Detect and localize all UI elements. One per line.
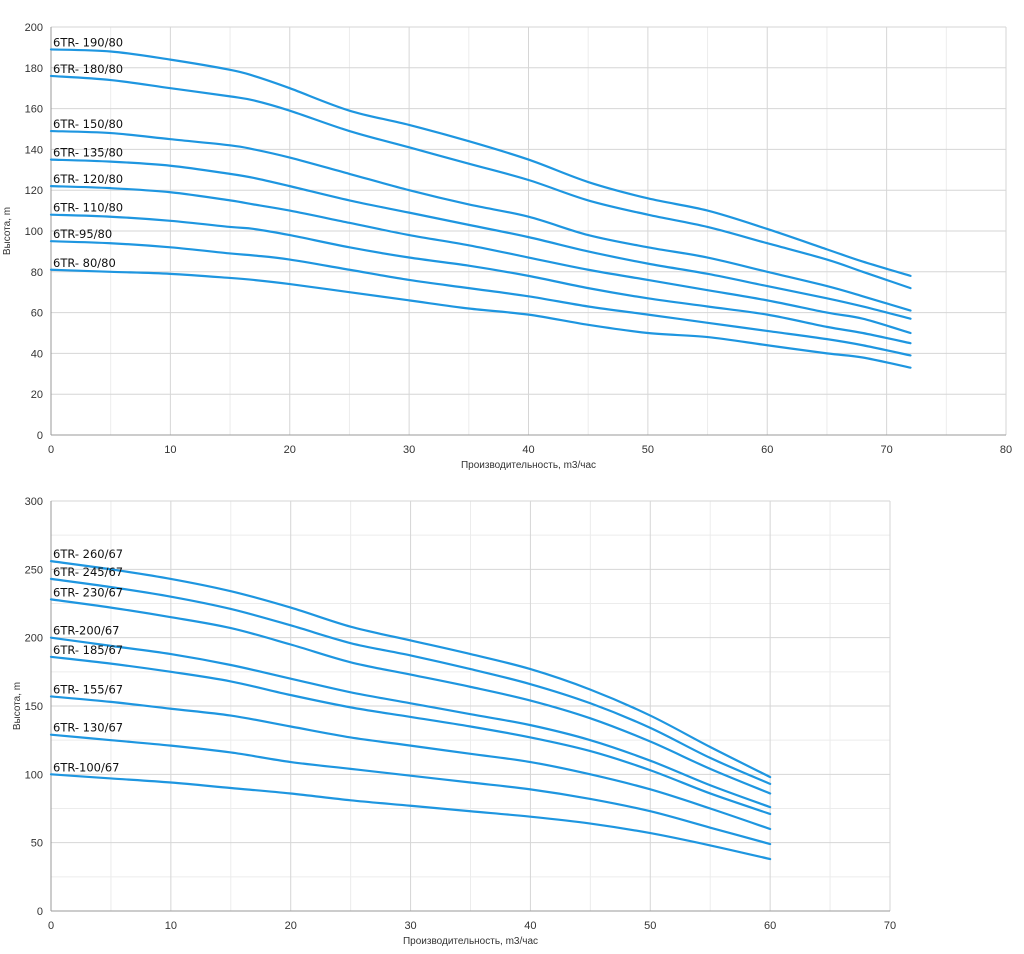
series-line bbox=[49, 560, 772, 779]
series-label: 6TR- 190/80 bbox=[53, 35, 123, 49]
series-line bbox=[49, 773, 772, 861]
x-tick-label: 40 bbox=[524, 920, 536, 932]
series-line bbox=[49, 213, 912, 345]
x-axis-label: Производительность, m3/час bbox=[461, 460, 596, 471]
y-tick-label: 140 bbox=[25, 144, 43, 156]
y-tick-label: 200 bbox=[25, 633, 43, 645]
chart-2: 0 10 20 30 40 50 60 70 0 50 100 150 200 250 300 Произво… bbox=[12, 496, 896, 947]
series-line bbox=[49, 268, 912, 369]
y-tick-label: 80 bbox=[31, 267, 43, 279]
y-tick-label: 100 bbox=[25, 226, 43, 238]
y-tick-label: 60 bbox=[31, 308, 43, 320]
series-line bbox=[49, 48, 912, 277]
x-tick-label: 0 bbox=[48, 920, 54, 932]
series-label: 6TR- 180/80 bbox=[53, 62, 123, 76]
series-line bbox=[49, 240, 912, 357]
x-axis-label: Производительность, m3/час bbox=[403, 936, 538, 947]
x-tick-label: 30 bbox=[403, 444, 415, 456]
series-label: 6TR-200/67 bbox=[53, 624, 119, 638]
x-tick-label: 20 bbox=[284, 444, 296, 456]
y-tick-label: 40 bbox=[31, 348, 43, 360]
x-tick-label: 50 bbox=[642, 444, 654, 456]
y-axis-label: Высота, m bbox=[2, 207, 13, 255]
x-tick-label: 80 bbox=[1000, 444, 1012, 456]
y-tick-label: 120 bbox=[25, 185, 43, 197]
y-tick-label: 200 bbox=[25, 22, 43, 34]
x-tick-label: 60 bbox=[761, 444, 773, 456]
series-line bbox=[49, 74, 912, 290]
x-tick-label: 40 bbox=[522, 444, 534, 456]
series-label: 6TR- 245/67 bbox=[53, 565, 123, 579]
x-tick-label: 70 bbox=[881, 444, 893, 456]
series-line bbox=[49, 598, 772, 795]
series-label: 6TR- 80/80 bbox=[53, 256, 116, 270]
series-line bbox=[49, 158, 912, 320]
series-label: 6TR-95/80 bbox=[53, 227, 112, 241]
series-line bbox=[49, 655, 772, 816]
series-label: 6TR- 135/80 bbox=[53, 146, 123, 160]
y-tick-label: 50 bbox=[31, 838, 43, 850]
y-tick-label: 180 bbox=[25, 63, 43, 75]
series-label: 6TR- 130/67 bbox=[53, 721, 123, 735]
x-tick-label: 50 bbox=[644, 920, 656, 932]
y-tick-label: 20 bbox=[31, 389, 43, 401]
series-line bbox=[49, 185, 912, 335]
series-line bbox=[49, 733, 772, 846]
series-label: 6TR- 155/67 bbox=[53, 682, 123, 696]
series-label: 6TR-100/67 bbox=[53, 760, 119, 774]
x-tick-label: 30 bbox=[404, 920, 416, 932]
y-axis-label: Высота, m bbox=[12, 682, 23, 730]
x-tick-label: 0 bbox=[48, 444, 54, 456]
chart-1: 0 10 20 30 40 50 60 70 80 0 20 40 60 80 100 120 140 160 18… bbox=[2, 22, 1012, 471]
series-label: 6TR- 120/80 bbox=[53, 172, 123, 186]
y-tick-label: 0 bbox=[37, 906, 43, 918]
x-tick-label: 60 bbox=[764, 920, 776, 932]
series-label: 6TR- 150/80 bbox=[53, 117, 123, 131]
series-label: 6TR- 185/67 bbox=[53, 643, 123, 657]
y-tick-label: 300 bbox=[25, 496, 43, 508]
series-label: 6TR- 110/80 bbox=[53, 201, 123, 215]
x-tick-label: 10 bbox=[165, 920, 177, 932]
series-line bbox=[49, 129, 912, 312]
y-tick-label: 160 bbox=[25, 104, 43, 116]
series-label: 6TR- 230/67 bbox=[53, 585, 123, 599]
y-tick-label: 0 bbox=[37, 430, 43, 442]
series-line bbox=[49, 695, 772, 831]
series-line bbox=[49, 636, 772, 809]
series-line bbox=[49, 577, 772, 785]
x-tick-label: 70 bbox=[884, 920, 896, 932]
x-tick-label: 20 bbox=[285, 920, 297, 932]
series-label: 6TR- 260/67 bbox=[53, 547, 123, 561]
y-tick-label: 150 bbox=[25, 701, 43, 713]
y-tick-label: 100 bbox=[25, 769, 43, 781]
x-tick-label: 10 bbox=[164, 444, 176, 456]
y-tick-label: 250 bbox=[25, 564, 43, 576]
